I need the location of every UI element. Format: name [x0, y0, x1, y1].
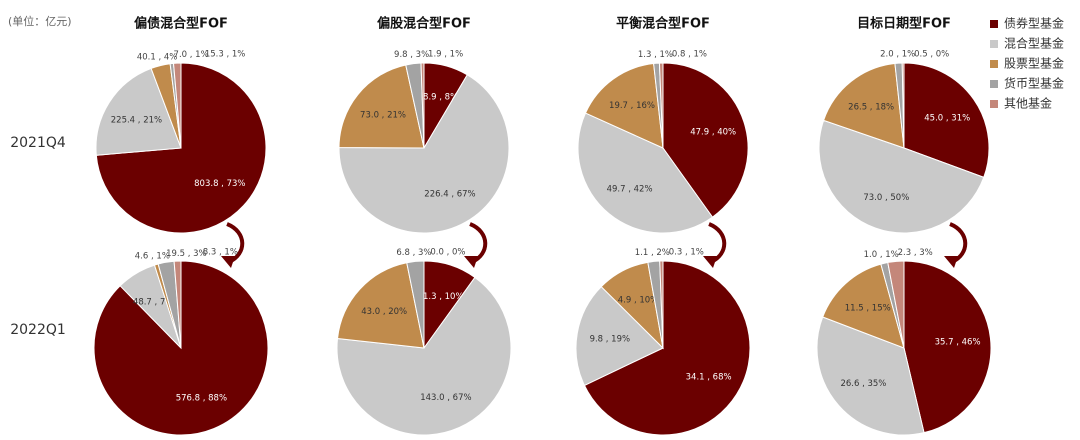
pie-slice [583, 260, 751, 436]
pie-slice [659, 260, 664, 349]
value-label: 19.5 , 3% [166, 249, 207, 259]
pie-title: 目标日期型FOF [857, 16, 951, 32]
value-label: 803.8 , 73% [194, 179, 245, 189]
pie-slice [903, 62, 990, 178]
value-label: 9.8 , 3% [394, 50, 429, 60]
value-label: 15.3 , 1% [205, 50, 246, 60]
value-label: 35.7 , 46% [935, 337, 981, 347]
value-label: 48.7 , 7% [133, 297, 174, 307]
value-label: 1.0 , 1% [864, 250, 899, 260]
pie-slice [584, 62, 664, 149]
value-label: 28.9 , 8% [418, 93, 459, 103]
pie-slice [95, 67, 182, 156]
legend-swatch [990, 80, 998, 88]
pie-slice [336, 276, 512, 436]
value-label: 4.9 , 10% [618, 296, 659, 306]
value-label: 0.0 , 0% [430, 248, 465, 258]
legend-swatch [990, 100, 998, 108]
pie-slice [901, 62, 905, 149]
arrow-head [464, 256, 478, 268]
value-label: 143.0 , 67% [420, 393, 471, 403]
arrow-head [221, 256, 235, 268]
arrow-head [703, 256, 717, 268]
legend-swatch [990, 20, 998, 28]
value-label: 7.0 , 1% [174, 50, 209, 60]
pie-slice [887, 260, 905, 349]
row-label: 2022Q1 [10, 322, 66, 338]
value-label: 0.8 , 1% [672, 50, 707, 60]
value-label: 26.5 , 18% [848, 102, 894, 112]
value-label: 576.8 , 88% [176, 393, 227, 403]
value-label: 1.9 , 1% [428, 50, 463, 60]
value-label: 26.6 , 35% [840, 379, 886, 389]
value-label: 40.1 , 4% [137, 52, 178, 62]
legend-label: 混合型基金 [1004, 36, 1064, 51]
value-label: 11.5 , 15% [845, 304, 891, 314]
unit-label: (单位：亿元) [8, 14, 72, 28]
value-label: 34.1 , 68% [686, 372, 732, 382]
pie-slice [577, 112, 714, 234]
value-label: 1.3 , 1% [638, 50, 673, 60]
value-label: 0.5 , 0% [914, 50, 949, 60]
value-label: 4.6 , 1% [135, 251, 170, 261]
pie-slice [336, 262, 425, 349]
value-label: 19.7 , 16% [609, 101, 655, 111]
value-label: 0.3 , 1% [669, 248, 704, 258]
pie-slice [338, 64, 425, 149]
legend-swatch [990, 40, 998, 48]
pie-slice [662, 62, 749, 218]
pie-slice [658, 62, 664, 149]
pie-slice [420, 62, 425, 149]
arrow-head [944, 256, 958, 268]
pie-slice [816, 316, 925, 436]
value-label: 8.3 , 1% [203, 248, 238, 258]
pie-slice [575, 285, 664, 387]
pie-title: 平衡混合型FOF [616, 16, 710, 32]
value-label: 9.8 , 19% [590, 334, 631, 344]
pie-slice [172, 62, 182, 149]
value-label: 2.3 , 3% [898, 248, 933, 258]
pie-title: 偏股混合型FOF [377, 16, 471, 32]
pie-slice [173, 260, 182, 349]
pie-slice [818, 119, 985, 234]
value-label: 21.3 , 10% [418, 292, 464, 302]
value-label: 2.0 , 1% [880, 50, 915, 60]
value-label: 226.4 , 67% [424, 189, 475, 199]
legend-label: 债券型基金 [1004, 16, 1064, 31]
legend-label: 股票型基金 [1004, 56, 1064, 71]
pie-title: 偏债混合型FOF [134, 16, 228, 32]
value-label: 73.0 , 21% [360, 110, 406, 120]
pie-slice [903, 260, 992, 434]
pie-slice [93, 260, 269, 436]
legend-label: 其他基金 [1004, 96, 1052, 111]
pie-slice [338, 74, 510, 234]
legend-label: 货币型基金 [1004, 76, 1064, 91]
value-label: 45.0 , 31% [924, 113, 970, 123]
pie-slice [822, 62, 905, 149]
value-label: 47.9 , 40% [690, 127, 736, 137]
value-label: 49.7 , 42% [607, 184, 653, 194]
value-label: 73.0 , 50% [863, 193, 909, 203]
row-label: 2021Q4 [10, 135, 66, 151]
value-label: 43.0 , 20% [361, 307, 407, 317]
value-label: 225.4 , 21% [111, 115, 162, 125]
value-label: 1.1 , 2% [635, 248, 670, 258]
value-label: 6.8 , 3% [396, 248, 431, 258]
pie-slice [822, 263, 905, 349]
legend-swatch [990, 60, 998, 68]
